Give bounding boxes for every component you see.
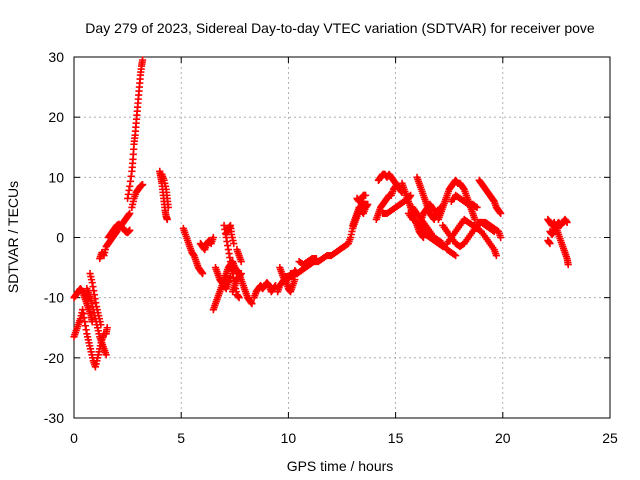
y-axis: -30 -20 -10 0 10 20 30 [44, 49, 610, 426]
y-tick-label: 0 [56, 230, 64, 246]
data-point [248, 300, 256, 308]
x-tick-label: 15 [388, 430, 404, 446]
y-tick-label: 10 [48, 169, 64, 185]
data-point [472, 202, 480, 211]
data-point [473, 203, 481, 212]
data-point [361, 191, 370, 199]
data-point [291, 276, 299, 284]
x-tick-label: 5 [177, 430, 185, 446]
x-tick-label: 25 [602, 430, 618, 446]
data-point [235, 294, 243, 302]
y-tick-label: 20 [48, 109, 64, 125]
data-point [164, 203, 172, 212]
data-point [564, 260, 572, 269]
data-point [364, 200, 372, 209]
data-point [209, 233, 217, 242]
data-point [102, 351, 110, 359]
data-point [237, 270, 245, 278]
data-point [163, 215, 171, 224]
data-point [546, 239, 554, 248]
y-tick-label: -20 [44, 350, 64, 366]
x-axis: 0 5 10 15 20 25 [70, 57, 618, 446]
data-point [139, 56, 147, 64]
data-point [563, 218, 571, 227]
y-axis-label: SDTVAR / TECUs [5, 181, 21, 293]
x-axis-label: GPS time / hours [287, 458, 394, 474]
x-tick-label: 20 [495, 430, 511, 446]
x-tick-label: 0 [70, 430, 78, 446]
data-point [199, 270, 207, 278]
data-point [492, 251, 500, 260]
data-point [103, 324, 111, 332]
data-point [450, 250, 458, 259]
y-tick-label: -30 [44, 410, 64, 426]
y-tick-label: 30 [48, 49, 64, 65]
y-tick-label: -10 [44, 290, 64, 306]
data-point [97, 321, 105, 329]
data-point [312, 254, 320, 263]
chart-title: Day 279 of 2023, Sidereal Day-to-day VTE… [85, 20, 595, 36]
data-point [497, 233, 505, 242]
data-point [139, 180, 147, 189]
data-point [230, 239, 238, 248]
data-point [126, 209, 134, 218]
data-series-sdtvar [70, 56, 572, 371]
data-point [430, 206, 438, 215]
data-point [452, 251, 460, 260]
data-point [126, 226, 134, 234]
x-tick-label: 10 [281, 430, 297, 446]
data-point [497, 209, 505, 218]
data-point [237, 257, 245, 266]
grid-lines [74, 57, 610, 418]
